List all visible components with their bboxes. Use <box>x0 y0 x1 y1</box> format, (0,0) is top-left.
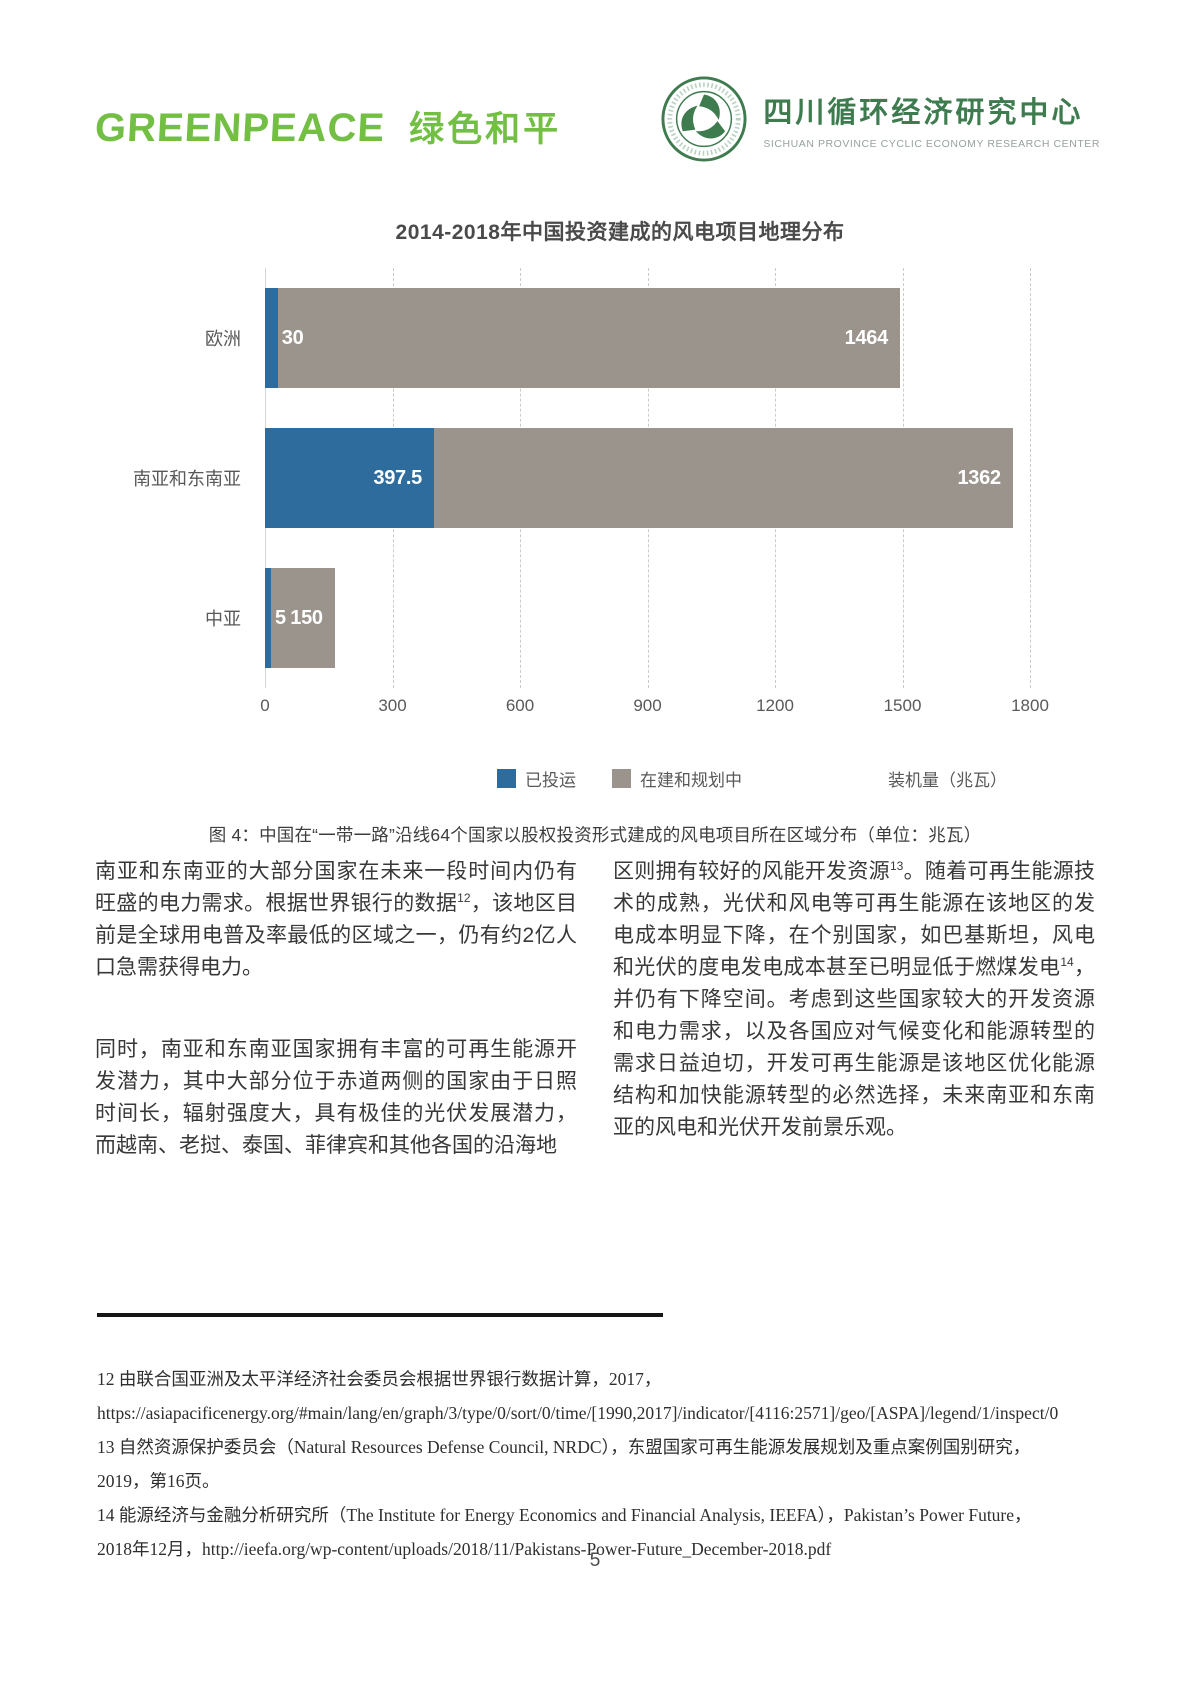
greenpeace-wordmark: GREENPEACE <box>93 105 387 150</box>
x-axis-label: 装机量（兆瓦） <box>888 771 1007 790</box>
x-tick-label: 600 <box>505 696 535 715</box>
research-center-name-en: SICHUAN PROVINCE CYCLIC ECONOMY RESEARCH… <box>763 137 1100 150</box>
category-label: 欧洲 <box>205 329 241 349</box>
footnote-ref-12: 12 <box>457 891 471 905</box>
research-center-name-zh: 四川循环经济研究中心 <box>763 96 1084 129</box>
chart-legend: 已投运 在建和规划中 <box>497 766 742 791</box>
legend-item: 在建和规划中 <box>612 766 742 791</box>
chart-grid: 欧洲南亚和东南亚中亚 30 1464 397.5 1362 5 150 <box>95 268 1095 688</box>
paragraph-3-text: 。随着可再生能源技术的成熟，光伏和风电等可再生能源在该地区的发电成本明显下降，在… <box>613 860 1096 979</box>
bar-row: 397.5 1362 <box>265 428 1030 528</box>
paragraph-3-text: ，并仍有下降空间。考虑到这些国家较大的开发资源和电力需求，以及各国应对气候变化和… <box>613 956 1096 1139</box>
legend-swatch-icon <box>612 769 631 788</box>
research-center-text: 四川循环经济研究中心 SICHUAN PROVINCE CYCLIC ECONO… <box>763 89 1100 150</box>
bar-value-planned: 1464 <box>844 327 889 349</box>
paragraph-1: 南亚和东南亚的大部分国家在未来一段时间内仍有旺盛的电力需求。根据世界银行的数据1… <box>95 856 577 984</box>
bar-segment-planned <box>433 428 1013 528</box>
right-column: 区则拥有较好的风能开发资源13。随着可再生能源技术的成熟，光伏和风电等可再生能源… <box>613 856 1095 1162</box>
bar-segment-operational <box>265 428 434 528</box>
x-tick-label: 1800 <box>1011 696 1049 715</box>
footnote-divider <box>97 1313 663 1317</box>
footnote-12: 12 由联合国亚洲及太平洋经济社会委员会根据世界银行数据计算，2017， <box>97 1369 662 1389</box>
footnote-13-continued: 2019，第16页。 <box>97 1471 220 1491</box>
left-column: 南亚和东南亚的大部分国家在未来一段时间内仍有旺盛的电力需求。根据世界银行的数据1… <box>95 856 577 1162</box>
research-center-emblem-icon <box>661 76 747 162</box>
bar-value-planned: 1362 <box>957 467 1001 489</box>
footnote-13: 13 自然资源保护委员会（Natural Resources Defense C… <box>97 1437 1031 1457</box>
footnote-14-url: 2018年12月，http://ieefa.org/wp-content/upl… <box>97 1539 832 1559</box>
bar-segment-planned <box>271 568 335 668</box>
paragraph-2: 同时，南亚和东南亚国家拥有丰富的可再生能源开发潜力，其中大部分位于赤道两侧的国家… <box>95 1038 577 1157</box>
chart-plot: 30 1464 397.5 1362 5 150 <box>265 268 1031 688</box>
wind-projects-chart: 2014-2018年中国投资建成的风电项目地理分布 欧洲南亚和东南亚中亚 30 1… <box>95 216 1095 847</box>
paragraph-3-text: 区则拥有较好的风能开发资源 <box>613 860 890 883</box>
legend-label: 在建和规划中 <box>640 771 742 790</box>
category-label: 南亚和东南亚 <box>133 469 241 489</box>
bar-value-operational: 397.5 <box>373 467 422 489</box>
bar-segment-operational <box>265 568 271 668</box>
bar-value-operational: 30 <box>281 327 304 349</box>
footnote-ref-13: 13 <box>889 859 904 873</box>
bar-segment-planned <box>277 288 900 388</box>
category-label: 中亚 <box>205 609 241 629</box>
page-header: GREENPEACE 绿色和平 四川循环经济研究中心 SICHUAN PROVI… <box>93 75 1100 163</box>
bar-value-operational: 5 <box>275 607 286 629</box>
greenpeace-logo: GREENPEACE 绿色和平 <box>93 101 562 152</box>
greenpeace-chinese-name: 绿色和平 <box>409 109 562 149</box>
bar-row: 5 150 <box>265 568 1030 668</box>
paragraph-3: 区则拥有较好的风能开发资源13。随着可再生能源技术的成熟，光伏和风电等可再生能源… <box>613 856 1095 1144</box>
bar-segment-operational <box>265 288 278 388</box>
bar-row: 30 1464 <box>265 288 1030 388</box>
footnote-ref-14: 14 <box>1060 955 1074 969</box>
body-text: 南亚和东南亚的大部分国家在未来一段时间内仍有旺盛的电力需求。根据世界银行的数据1… <box>95 856 1095 1162</box>
x-tick-label: 900 <box>633 696 662 715</box>
page-number: 5 <box>589 1550 601 1571</box>
chart-title: 2014-2018年中国投资建成的风电项目地理分布 <box>395 221 845 244</box>
footnotes: 12 由联合国亚洲及太平洋经济社会委员会根据世界银行数据计算，2017， htt… <box>97 1362 1093 1566</box>
x-tick-label: 0 <box>260 696 270 715</box>
figure-caption: 图 4：中国在“一带一路”沿线64个国家以股权投资形式建成的风电项目所在区域分布… <box>208 825 982 845</box>
paragraph-1-text: ，该地区目前是全球用电普及率最低的区域之一，仍有约2亿人口急需获得电力。 <box>95 892 578 979</box>
research-center-logo: 四川循环经济研究中心 SICHUAN PROVINCE CYCLIC ECONO… <box>660 75 1100 163</box>
x-tick-label: 1200 <box>756 696 794 715</box>
x-tick-label: 300 <box>378 696 407 715</box>
chart-x-axis: 0 300 600 900 1200 1500 1800 <box>95 696 1095 724</box>
paragraph-1-text: 南亚和东南亚的大部分国家在未来一段时间内仍有旺盛的电力需求。根据世界银行的数据 <box>95 860 577 915</box>
chart-category-column: 欧洲南亚和东南亚中亚 <box>95 268 265 688</box>
legend-item: 已投运 <box>497 766 576 791</box>
legend-label: 已投运 <box>525 771 576 790</box>
chart-legend-row: 已投运 在建和规划中 装机量（兆瓦） <box>95 766 1095 796</box>
footnote-12-url: https://asiapacificenergy.org/#main/lang… <box>97 1403 1059 1423</box>
footnote-14: 14 能源经济与金融分析研究所（The Institute for Energy… <box>97 1505 1032 1525</box>
bar-value-planned: 150 <box>290 607 323 629</box>
x-tick-label: 1500 <box>883 696 922 715</box>
legend-swatch-icon <box>497 769 516 788</box>
gridline <box>1030 268 1031 688</box>
